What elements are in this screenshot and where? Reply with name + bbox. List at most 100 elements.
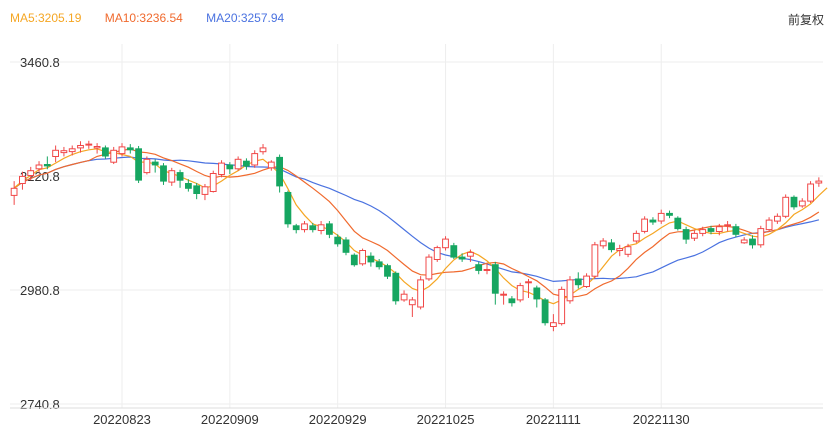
- candle-body: [699, 229, 707, 234]
- candle-body: [574, 278, 582, 286]
- ma10-legend-label: MA10:3236.54: [104, 11, 183, 25]
- candle-body: [35, 164, 43, 170]
- candle-body: [135, 148, 142, 181]
- candle-body: [417, 279, 425, 308]
- x-tick-label: 20221025: [417, 412, 475, 427]
- candle-body: [624, 246, 632, 255]
- y-tick-label: 3220.8: [20, 169, 60, 184]
- candle-body: [458, 256, 466, 260]
- candle-body: [367, 255, 375, 263]
- ma10-line: [13, 148, 820, 298]
- candle-body: [384, 265, 391, 277]
- candle-body: [666, 212, 673, 216]
- candle-body: [375, 261, 383, 268]
- candle-body: [218, 162, 225, 176]
- candle-body: [682, 229, 690, 240]
- candle-body: [649, 219, 657, 223]
- candle-body: [342, 239, 350, 253]
- candle-body: [674, 217, 682, 230]
- x-tick-label: 20220909: [201, 412, 259, 427]
- candle-body: [508, 298, 516, 304]
- candle-body: [10, 187, 18, 196]
- y-tick-label: 3460.8: [20, 55, 60, 70]
- candle-body: [715, 226, 723, 232]
- candle-body: [591, 244, 599, 277]
- candle-body: [267, 161, 275, 169]
- candle-body: [350, 254, 358, 266]
- candle-body: [292, 225, 300, 231]
- candle-body: [334, 236, 342, 245]
- candle-body: [243, 160, 250, 167]
- candle-body: [807, 183, 815, 202]
- candle-body: [185, 183, 192, 189]
- candle-body: [641, 218, 649, 232]
- candle-body: [110, 149, 118, 163]
- candle-body: [68, 148, 76, 153]
- candle-body: [309, 225, 317, 231]
- candle-body: [392, 272, 400, 302]
- candle-body: [226, 164, 234, 170]
- candle-body: [616, 248, 624, 252]
- candle-body: [251, 153, 259, 166]
- candle-body: [757, 228, 765, 246]
- candle-body: [691, 232, 698, 239]
- candle-body: [566, 279, 574, 302]
- candle-body: [93, 146, 101, 149]
- candle-body: [491, 264, 499, 294]
- candle-body: [176, 172, 184, 181]
- candle-body: [500, 293, 508, 296]
- candle-body: [433, 247, 441, 261]
- candle-body: [450, 245, 458, 258]
- candle-body: [558, 288, 566, 325]
- x-tick-label: 20220823: [93, 412, 151, 427]
- candle-body: [790, 196, 798, 208]
- candle-body: [43, 164, 51, 167]
- candle-body: [400, 293, 408, 301]
- candle-body: [151, 161, 159, 166]
- candle-body: [234, 158, 242, 170]
- candle-body: [467, 251, 474, 257]
- candle-body: [168, 170, 176, 183]
- candle-body: [259, 147, 267, 153]
- candle-body: [359, 250, 367, 265]
- candle-body: [749, 238, 756, 246]
- y-tick-label: 2980.8: [20, 283, 60, 298]
- candle-body: [52, 149, 60, 158]
- candle-body: [19, 175, 26, 184]
- x-tick-label: 20221130: [633, 412, 690, 427]
- candle-body: [475, 264, 483, 271]
- candle-body: [724, 224, 732, 227]
- candle-body: [483, 269, 491, 271]
- price-adjust-button[interactable]: 前复权: [787, 13, 824, 27]
- candle-body: [774, 215, 781, 222]
- candle-body: [160, 165, 167, 182]
- candle-body: [27, 170, 35, 176]
- candle-body: [118, 146, 126, 155]
- candle-body: [85, 143, 93, 146]
- candle-body: [425, 256, 433, 280]
- candle-body: [740, 239, 748, 244]
- candle-body: [201, 186, 209, 195]
- candle-body: [126, 147, 134, 151]
- x-tick-label: 20220929: [309, 412, 367, 427]
- candle-body: [516, 285, 524, 301]
- y-tick-label: 2740.8: [20, 397, 60, 412]
- candle-body: [442, 238, 449, 249]
- ma20-legend-label: MA20:3257.94: [206, 11, 285, 25]
- candle-body: [301, 223, 308, 231]
- candle-body: [815, 180, 823, 184]
- candle-body: [326, 223, 333, 235]
- candle-body: [732, 226, 740, 235]
- candle-body: [209, 173, 217, 192]
- candle-body: [102, 147, 109, 157]
- ma20-line: [13, 156, 820, 283]
- candle-body: [317, 224, 325, 232]
- candle-body: [193, 185, 201, 194]
- ma5-legend-label: MA5:3205.19: [10, 11, 82, 25]
- candle-body: [541, 299, 549, 324]
- candle-body: [60, 150, 68, 154]
- candle-body: [77, 145, 84, 149]
- candle-body: [143, 158, 151, 174]
- candle-body: [583, 275, 591, 288]
